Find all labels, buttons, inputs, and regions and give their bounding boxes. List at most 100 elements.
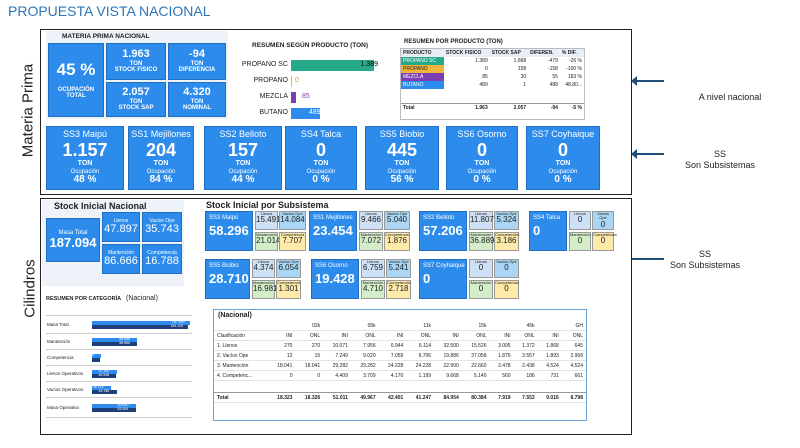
producto-row[interactable]: PROPANO 0	[228, 76, 388, 88]
ss-stock-mini[interactable]: Mantención 16.981	[252, 280, 277, 299]
table-total-row[interactable]: Total 18.323 18.326 51.011 49.967 42.401 41.24…	[214, 392, 586, 403]
sub-header[interactable]: ONL	[461, 330, 490, 341]
col-header[interactable]: % DIF.	[559, 49, 584, 57]
ss-stock-mini[interactable]: Llenos 0	[469, 259, 493, 278]
producto-row[interactable]: MEZCLA 85	[228, 92, 388, 104]
group-header[interactable]: 11k	[378, 321, 435, 331]
llenos-tile[interactable]: Llenos 47.897	[102, 212, 140, 242]
col-header[interactable]: STOCK SAP	[489, 49, 529, 57]
col-header[interactable]: PRODUCTO	[401, 49, 444, 57]
ss-stock-mini[interactable]: Competencia 3.186	[494, 232, 519, 251]
ss-stock-tile[interactable]: SS6 Osorno 19.428	[311, 259, 359, 299]
ss-stock-tile[interactable]: SS2 Belloto 57.206	[419, 211, 467, 251]
ss-stock-mini[interactable]: Mantención 36.889	[469, 232, 494, 251]
sub-header[interactable]: INI	[489, 330, 514, 341]
row-label: 2. Vacíos Ope	[214, 350, 268, 361]
stock-sap-tile[interactable]: 2.057 TON STOCK SAP	[106, 82, 166, 117]
group-header[interactable]: 15k	[434, 321, 490, 331]
table-row[interactable]: 4. Competenc... 0 0 4.409 3.709 4.170 1.199 9.6…	[214, 370, 586, 381]
cat-row[interactable]: Vacíos Operativos 35.743 46.788	[46, 382, 192, 398]
ss-stock-mini[interactable]: Llenos 6.759	[361, 259, 385, 278]
sub-header[interactable]: INI	[267, 330, 296, 341]
table-row[interactable]: BUTANO 489 1 488 48.80...	[401, 81, 584, 89]
table-row[interactable]: 3. Mantención 18.041 18.041 29.282 29.282 24.…	[214, 360, 586, 371]
ss-tile-belloto[interactable]: SS2 Belloto 157 TON Ocupación 44 %	[204, 126, 282, 190]
group-header[interactable]: 05k	[323, 321, 379, 331]
ss-tile-mejillones[interactable]: SS1 Mejillones 204 TON Ocupación 84 %	[128, 126, 194, 190]
cell: 42.401	[378, 392, 407, 403]
cell: 1.372	[513, 340, 538, 351]
ss-stock-mini[interactable]: Vacios Ope 14.084	[279, 211, 306, 230]
ss-stock-tile[interactable]: SS1 Mejillones 23.454	[309, 211, 357, 251]
mantencion-tile[interactable]: Mantención 86.666	[102, 244, 140, 274]
ss-stock-mini[interactable]: Llenos 0	[569, 211, 591, 230]
ss-stock-mini[interactable]: Llenos 15.491	[255, 211, 280, 230]
table-row[interactable]: 2. Vacíos Ope 12 15 7.249 9.020 7.059 9.706 19.…	[214, 350, 586, 361]
ss-stock-tile[interactable]: SS3 Maipú 58.296	[205, 211, 253, 251]
table-row[interactable]: PROPANO SC 1.389 1.868 -479 -26 %	[401, 57, 584, 65]
ss-tile-osorno[interactable]: SS6 Osorno 0 TON Ocupación 0 %	[446, 126, 518, 190]
sub-header[interactable]: ONL	[406, 330, 435, 341]
sub-header[interactable]: INI	[434, 330, 462, 341]
ss-stock-mini[interactable]: Vacios Ope 5.241	[386, 259, 411, 278]
col-header[interactable]: DIFEREN.	[528, 49, 560, 57]
sub-header[interactable]: ONL	[561, 330, 586, 341]
ss-stock-mini[interactable]: Competencia 0	[592, 232, 617, 251]
group-header[interactable]: 45k	[489, 321, 538, 331]
ss-stock-mini[interactable]: Competencia 1.301	[276, 280, 301, 299]
sub-header[interactable]: INI	[537, 330, 562, 341]
cat-row[interactable]: Competencia 16.788 14.368	[46, 350, 192, 366]
group-header[interactable]: 02k	[267, 321, 324, 331]
ss-tile-coyhaique[interactable]: SS7 Coyhaique 0 TON Ocupación 0 %	[526, 126, 600, 190]
cat-row[interactable]: Masa Operativa 83.640 83.094	[46, 398, 192, 418]
ss-stock-mini[interactable]: Mantención 0	[569, 232, 591, 251]
vacios-tile[interactable]: Vacios Ope 35.743	[142, 212, 182, 242]
ss-stock-mini[interactable]: Llenos 4.374	[252, 259, 275, 278]
sub-header[interactable]: ONL	[295, 330, 324, 341]
sub-header[interactable]: INI	[378, 330, 407, 341]
ss-stock-tile[interactable]: SS7 Coyhaique 0	[419, 259, 467, 299]
competencia-tile[interactable]: Competencia 16.788	[142, 244, 182, 274]
sub-header[interactable]: ONL	[350, 330, 379, 341]
col-header[interactable]: STOCK FISICO	[443, 49, 490, 57]
ss-tile-maipu[interactable]: SS3 Maipú 1.157 TON Ocupación 48 %	[46, 126, 124, 190]
ss-stock-tile[interactable]: SS4 Talca 0	[529, 211, 567, 251]
ss-stock-mini[interactable]: Vacios Ope 5.040	[384, 211, 410, 230]
ocupacion-tile[interactable]: 45 % OCUPACIÓN TOTAL	[48, 43, 104, 117]
masa-total-tile[interactable]: Masa Total 187.094	[46, 218, 100, 262]
ss-tile-biobio[interactable]: SS5 Biobio 445 TON Ocupación 56 %	[365, 126, 439, 190]
producto-row[interactable]: BUTANO 489	[228, 108, 388, 120]
diferencia-tile[interactable]: -94 TON DIFERENCIA	[168, 43, 226, 80]
producto-row[interactable]: PROPANO SC 1.389	[228, 60, 388, 72]
sub-header[interactable]: INI	[323, 330, 351, 341]
first-col-header[interactable]: Clasificación	[214, 330, 268, 341]
cat-row[interactable]: Mantención 86.666 86.666	[46, 334, 192, 350]
sub-header[interactable]: ONL	[513, 330, 538, 341]
ss-stock-mini[interactable]: Llenos 9.466	[359, 211, 383, 230]
table-row[interactable]: MEZCLA 85 30 55 183 %	[401, 73, 584, 81]
group-header[interactable]: GH	[537, 321, 586, 331]
ss-stock-mini[interactable]: Vacios Ope 0	[494, 259, 519, 278]
ss-stock-mini[interactable]: Llenos 11.807	[469, 211, 494, 230]
ss-stock-mini[interactable]: Mantención 0	[469, 280, 493, 299]
nominal-tile[interactable]: 4.320 TON NOMINAL	[168, 82, 226, 117]
cell: 0	[267, 370, 296, 381]
ss-stock-mini[interactable]: Competencia 1.876	[384, 232, 410, 251]
cat-row[interactable]: Masa Total 187.094 184.126	[46, 316, 192, 334]
ss-stock-mini[interactable]: Mantención 21.014	[255, 232, 280, 251]
ss-stock-mini[interactable]: Mantención 7.072	[359, 232, 383, 251]
ss-stock-mini[interactable]: Competencia 7.707	[279, 232, 306, 251]
ss-tile-talca[interactable]: SS4 Talca 0 TON Ocupación 0 %	[285, 126, 357, 190]
ss-stock-mini[interactable]: Vacios Ope 0	[592, 211, 614, 230]
ss-stock-mini[interactable]: Competencia 2.718	[386, 280, 411, 299]
cat-row[interactable]: Llenos Operativos 47.897 46.538	[46, 366, 192, 382]
ss-stock-tile[interactable]: SS5 Biobio 28.710	[205, 259, 250, 299]
table-row[interactable]: PROPANO 0 158 -158 -100 %	[401, 65, 584, 73]
stock-fisico-tile[interactable]: 1.963 TON STOCK FISICO	[106, 43, 166, 80]
cat-value-onl: 46.788	[98, 389, 110, 393]
ss-stock-mini[interactable]: Competencia 0	[494, 280, 519, 299]
ss-stock-mini[interactable]: Mantención 4.710	[361, 280, 385, 299]
ss-stock-mini[interactable]: Vacios Ope 6.054	[276, 259, 301, 278]
table-row[interactable]: 1. Llenos 270 270 10.071 7.956 6.944 6.114 32.5…	[214, 340, 586, 351]
ss-stock-mini[interactable]: Vacios Ope 5.324	[494, 211, 519, 230]
